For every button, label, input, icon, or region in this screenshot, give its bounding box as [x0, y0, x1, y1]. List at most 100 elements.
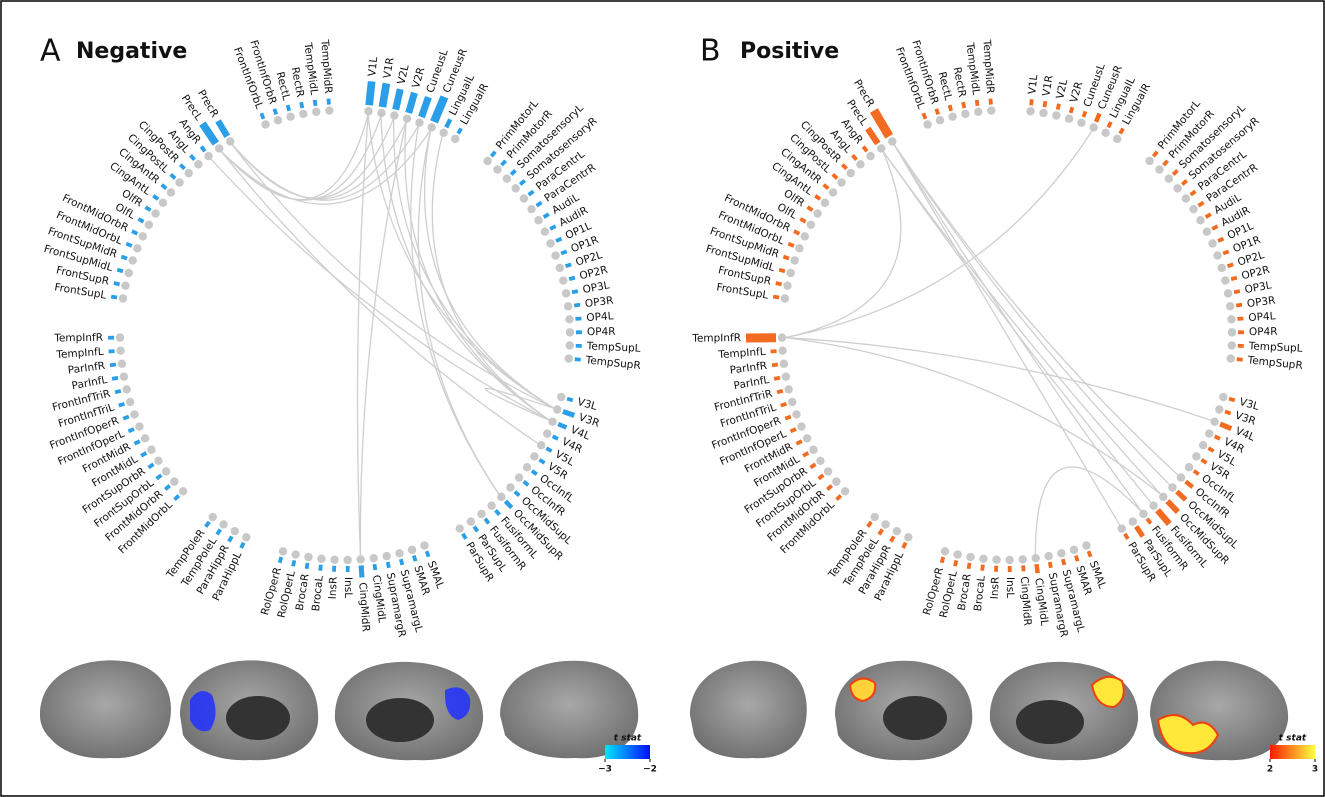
- node-label: OP4L: [1248, 310, 1276, 324]
- node-label: V1R: [381, 57, 396, 80]
- node-label: InsR: [989, 576, 1002, 599]
- node-dot: [1208, 239, 1216, 247]
- node-label: TempInfL: [717, 346, 766, 361]
- node-dot: [242, 533, 250, 541]
- node-label: InsL: [1004, 577, 1016, 598]
- node-dot: [795, 244, 803, 252]
- node-dot: [837, 178, 845, 186]
- node-bar: [514, 490, 521, 497]
- node-bar: [108, 336, 114, 340]
- node-dot: [1173, 184, 1181, 192]
- node-bar: [545, 447, 552, 453]
- node-dot: [497, 493, 505, 501]
- brain-lateral: [500, 661, 638, 758]
- node-dot: [1168, 483, 1176, 491]
- node-bar: [1162, 159, 1169, 166]
- node-dot: [974, 108, 982, 116]
- node-dot: [151, 209, 159, 217]
- node-dot: [1221, 276, 1229, 284]
- node-bar: [1193, 469, 1200, 476]
- node-bar: [788, 242, 795, 248]
- node-dot: [219, 520, 227, 528]
- node-bar: [575, 317, 581, 321]
- node-dot: [1065, 115, 1073, 123]
- node-dot: [803, 434, 811, 442]
- node-bar: [841, 163, 848, 170]
- node-dot: [1032, 554, 1040, 562]
- node-dot: [274, 116, 282, 124]
- node-dot: [118, 360, 126, 368]
- node-dot: [1039, 109, 1047, 117]
- node-label: OP4L: [586, 310, 614, 324]
- node-bar: [457, 127, 463, 134]
- node-bar: [1234, 289, 1241, 294]
- node-bar: [528, 190, 535, 197]
- node-label: TempInfL: [55, 346, 104, 361]
- node-bar: [940, 557, 945, 564]
- connection: [894, 144, 1170, 485]
- node-dot: [390, 111, 398, 119]
- node-bar: [1152, 150, 1159, 157]
- node-dot: [261, 120, 269, 128]
- node-dot: [121, 281, 129, 289]
- node-bar: [490, 150, 497, 157]
- node-dot: [139, 232, 147, 240]
- node-bar: [790, 427, 797, 433]
- node-dot: [343, 556, 351, 564]
- node-bar: [110, 363, 116, 368]
- node-dot: [325, 106, 333, 114]
- node-bar: [111, 295, 118, 300]
- node-dot: [116, 333, 124, 341]
- node-label: V2L: [1054, 78, 1070, 100]
- node-bar: [1236, 303, 1242, 308]
- node-bar: [126, 242, 133, 248]
- node-bar: [799, 217, 806, 223]
- node-bar: [147, 463, 154, 470]
- node-dot: [877, 144, 885, 152]
- node-dot: [792, 410, 800, 418]
- node-bar: [444, 118, 452, 128]
- node-label: TempSupR: [1246, 354, 1303, 372]
- node-dot: [1215, 405, 1223, 413]
- node-label: TempMidR: [318, 38, 334, 94]
- node-dot: [1155, 165, 1163, 173]
- node-dot: [1113, 135, 1121, 143]
- node-bar: [1211, 224, 1218, 230]
- node-dot: [816, 457, 824, 465]
- brain-medial: [835, 661, 972, 760]
- node-bar: [1181, 179, 1188, 186]
- node-bar: [500, 159, 507, 166]
- node-bar: [392, 88, 403, 110]
- node-label: V2R: [410, 66, 427, 90]
- node-dot: [1227, 354, 1235, 362]
- node-bar: [215, 119, 230, 138]
- node-dot: [1090, 123, 1098, 131]
- node-dot: [923, 120, 931, 128]
- node-bar: [504, 500, 513, 510]
- node-dot: [141, 434, 149, 442]
- node-bar: [155, 474, 162, 481]
- node-bar: [117, 268, 124, 273]
- node-bar: [1184, 480, 1194, 489]
- node-bar: [775, 281, 782, 286]
- node-dot: [439, 129, 447, 137]
- node-bar: [108, 349, 114, 353]
- node-dot: [120, 372, 128, 380]
- node-bar: [1082, 111, 1088, 118]
- node-dot: [304, 553, 312, 561]
- node-dot: [813, 209, 821, 217]
- node-dot: [1228, 328, 1236, 336]
- node-bar: [140, 451, 147, 457]
- node-bar: [373, 564, 378, 570]
- node-dot: [784, 385, 792, 393]
- node-dot: [566, 341, 574, 349]
- panel-title: Positive: [740, 39, 839, 64]
- node-bar: [144, 205, 151, 211]
- node-bar: [425, 550, 431, 557]
- colorbar-title: t stat: [614, 734, 642, 744]
- node-dot: [553, 405, 561, 413]
- node-dot: [966, 553, 974, 561]
- node-dot: [408, 546, 416, 554]
- node-label: TempSupL: [585, 340, 640, 355]
- node-bar: [802, 451, 809, 457]
